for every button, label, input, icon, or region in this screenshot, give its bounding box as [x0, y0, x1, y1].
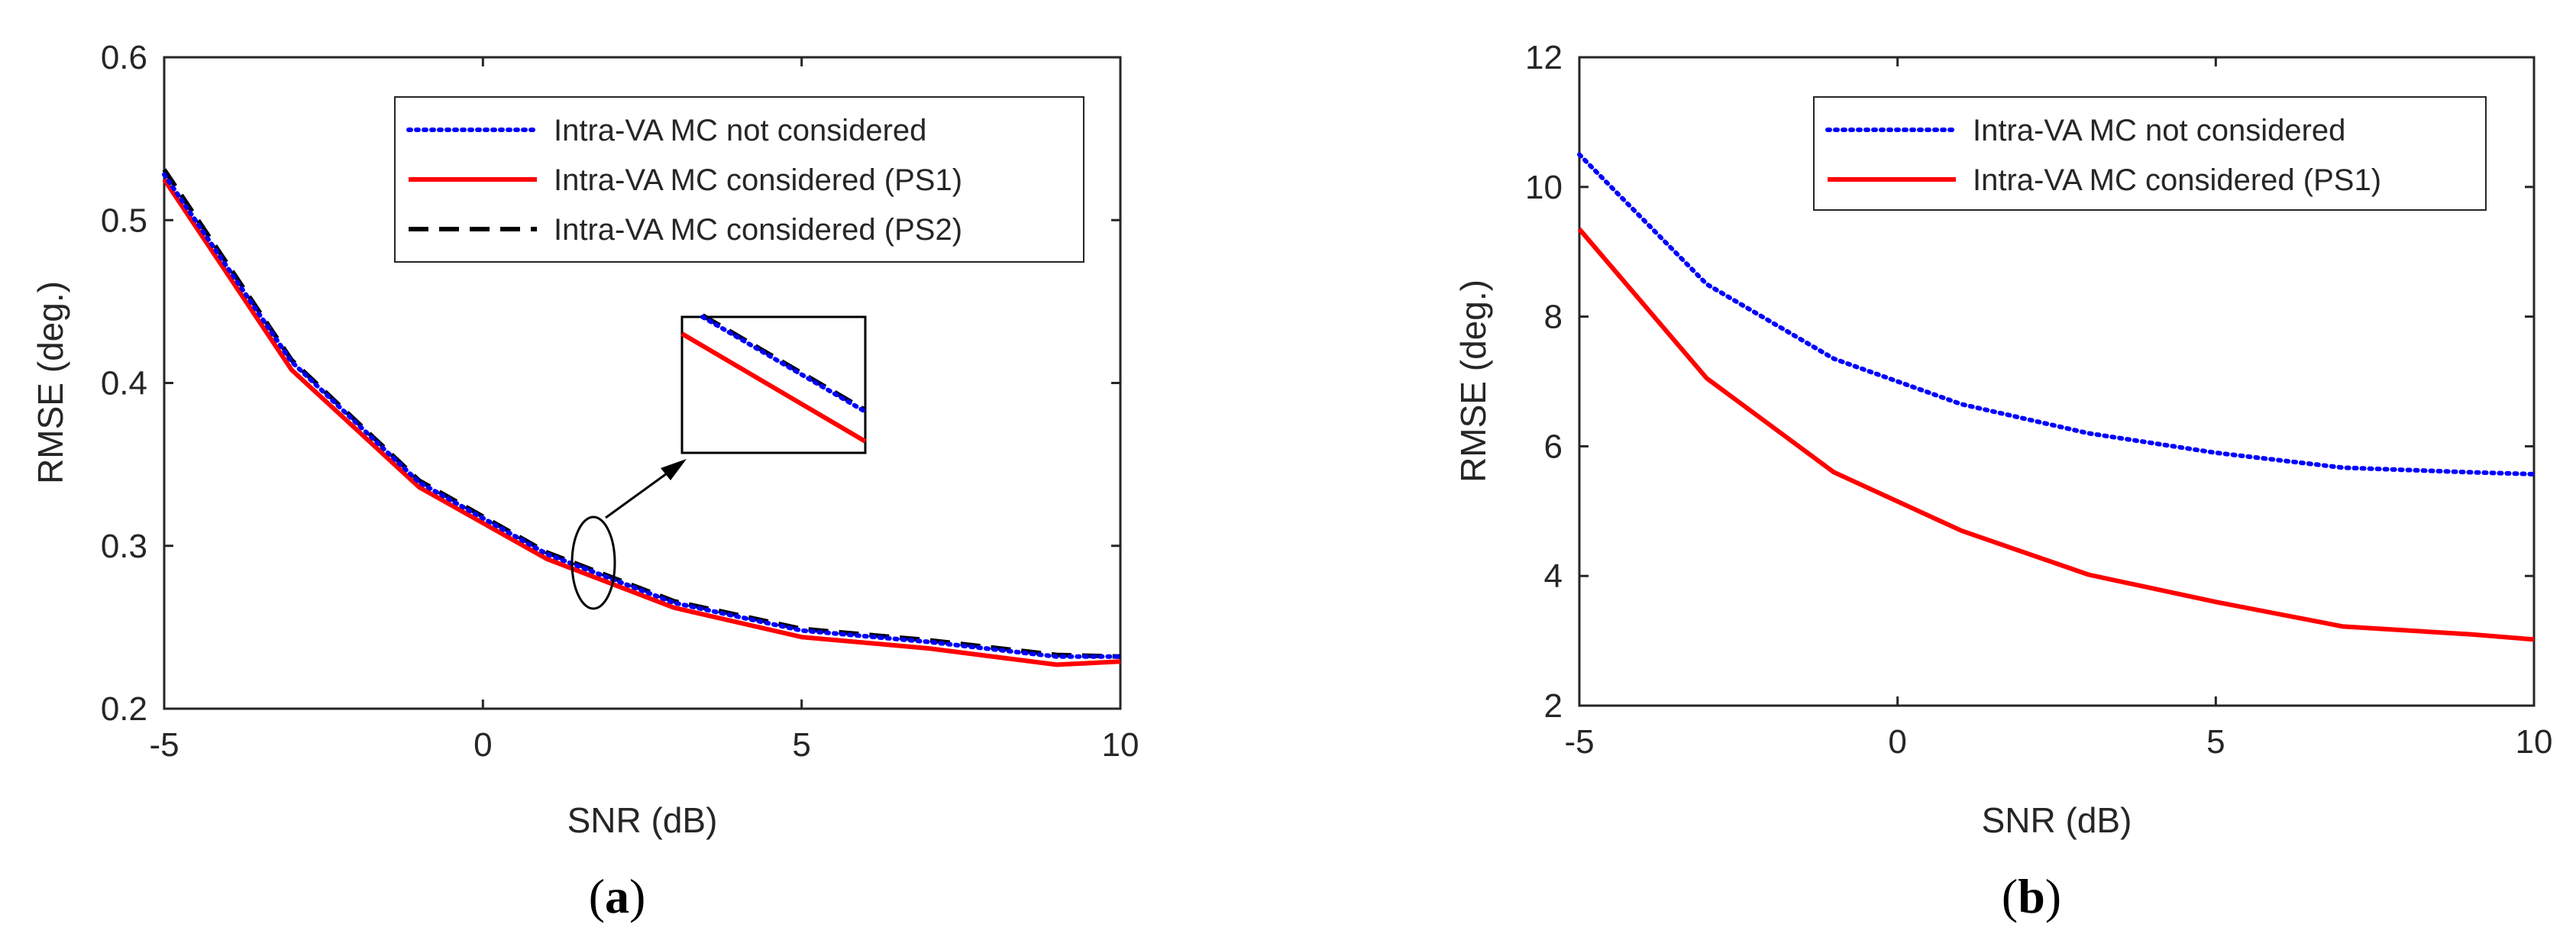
x-tick-label-b-1: 0	[1888, 723, 1906, 761]
caption-a-letter: a	[605, 869, 629, 923]
x-tick-label-a-1: 0	[474, 726, 492, 764]
legend-box-b	[1813, 96, 2487, 211]
zoom-arrowhead	[661, 459, 687, 480]
x-tick-label-a-3: 10	[1102, 726, 1139, 764]
series-line-b-1	[1577, 228, 2535, 642]
series-line-b-0	[1577, 152, 2536, 477]
zoom-annotation-a	[570, 313, 868, 610]
y-tick-label-a-2: 0.4	[101, 365, 147, 402]
caption-b-letter: b	[2018, 869, 2045, 923]
y-tick-label-b-3: 8	[1544, 299, 1563, 336]
legend-label-b-1: Intra-VA MC considered (PS1)	[1973, 163, 2381, 197]
legend-label-b-0: Intra-VA MC not considered	[1973, 114, 2345, 147]
legend-label-a-1: Intra-VA MC considered (PS1)	[554, 163, 962, 197]
x-tick-label-a-0: -5	[149, 726, 179, 764]
legend-label-a-0: Intra-VA MC not considered	[554, 114, 926, 147]
zoom-inset-line-notconsidered	[700, 315, 868, 414]
x-axis-ticks-a: -5 0 5 10	[149, 57, 1139, 764]
y-axis-ticks-a: 0.2 0.3 0.4 0.5 0.6	[101, 39, 1120, 728]
x-tick-label-b-3: 10	[2516, 723, 2553, 761]
caption-a: (a)	[589, 869, 646, 923]
series-line-a-0	[162, 172, 1123, 659]
x-axis-label-b: SNR (dB)	[1982, 800, 2132, 840]
x-tick-label-a-2: 5	[792, 726, 810, 764]
zoom-arrow	[605, 468, 673, 519]
series-group-b	[1577, 152, 2536, 642]
legend-label-a-2: Intra-VA MC considered (PS2)	[554, 213, 962, 247]
y-tick-label-b-2: 6	[1544, 428, 1563, 465]
y-tick-label-a-1: 0.3	[101, 528, 147, 565]
chart-panel-a: -5 0 5 10 0.2 0.3 0.4 0.5 0.6 SNR (dB) RMSE (de…	[31, 39, 1139, 923]
series-line-a-1	[162, 178, 1121, 667]
legend-a: Intra-VA MC not considered Intra-VA MC c…	[394, 96, 1084, 263]
y-axis-label-a: RMSE (deg.)	[31, 281, 70, 484]
zoom-inset-box	[680, 315, 867, 454]
y-tick-label-a-4: 0.6	[101, 39, 147, 76]
y-tick-label-b-5: 12	[1525, 39, 1563, 76]
zoom-ellipse	[570, 515, 616, 610]
y-axis-label-b: RMSE (deg.)	[1453, 280, 1493, 483]
x-tick-label-b-0: -5	[1564, 723, 1594, 761]
y-tick-label-b-4: 10	[1525, 169, 1563, 206]
y-tick-label-a-3: 0.5	[101, 202, 147, 239]
y-tick-label-b-1: 4	[1544, 557, 1563, 595]
y-tick-label-b-0: 2	[1544, 687, 1563, 725]
legend-b: Intra-VA MC not considered Intra-VA MC c…	[1813, 96, 2487, 211]
chart-panel-b: -5 0 5 10 2 4 6 8 10 12 SNR (dB) RMSE (deg.) Int…	[1453, 39, 2552, 923]
zoom-inset-line-ps1	[680, 331, 867, 444]
x-tick-label-b-2: 5	[2206, 723, 2225, 761]
y-tick-label-a-0: 0.2	[101, 690, 147, 728]
x-axis-label-a: SNR (dB)	[567, 800, 718, 840]
caption-b: (b)	[2002, 869, 2061, 923]
y-axis-ticks-b: 2 4 6 8 10 12	[1525, 39, 2534, 725]
series-group-a	[162, 168, 1123, 667]
x-axis-ticks-b: -5 0 5 10	[1564, 57, 2552, 761]
